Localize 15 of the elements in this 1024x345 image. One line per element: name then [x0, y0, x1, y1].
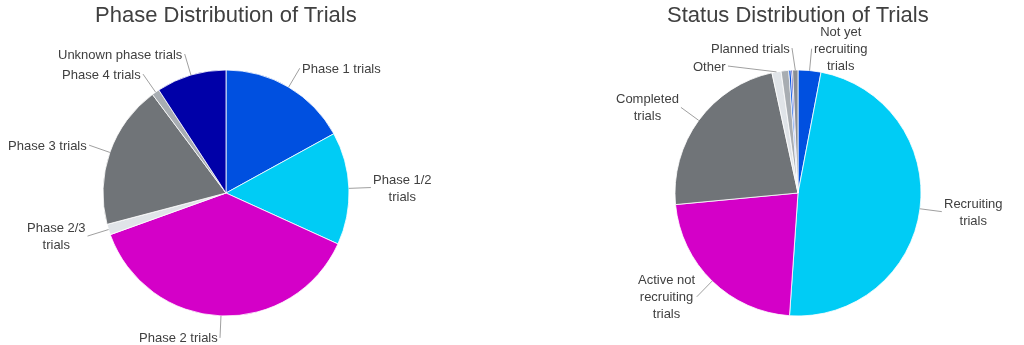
slice-label: Phase 2 trials — [139, 330, 219, 345]
slice-label: Not yet recruiting trials — [814, 24, 868, 73]
slice-label: Other — [693, 59, 727, 74]
slice-label: Phase 2/3 trials — [27, 220, 86, 252]
slice-label: Phase 3 trials — [8, 138, 88, 153]
slice-label: Active not recruiting trials — [638, 272, 696, 321]
slice-label: Phase 1 trials — [302, 61, 382, 76]
slice-label: Phase 4 trials — [62, 67, 142, 82]
slice-label: Planned trials — [711, 41, 791, 56]
slice-label: Unknown phase trials — [58, 47, 183, 62]
slice-label: Phase 1/2 trials — [373, 172, 432, 204]
slice-label: Completed trials — [616, 91, 679, 123]
chart-title: Phase Distribution of Trials — [95, 2, 357, 27]
slice-label: Recruiting trials — [944, 196, 1003, 228]
chart-title: Status Distribution of Trials — [667, 2, 929, 27]
